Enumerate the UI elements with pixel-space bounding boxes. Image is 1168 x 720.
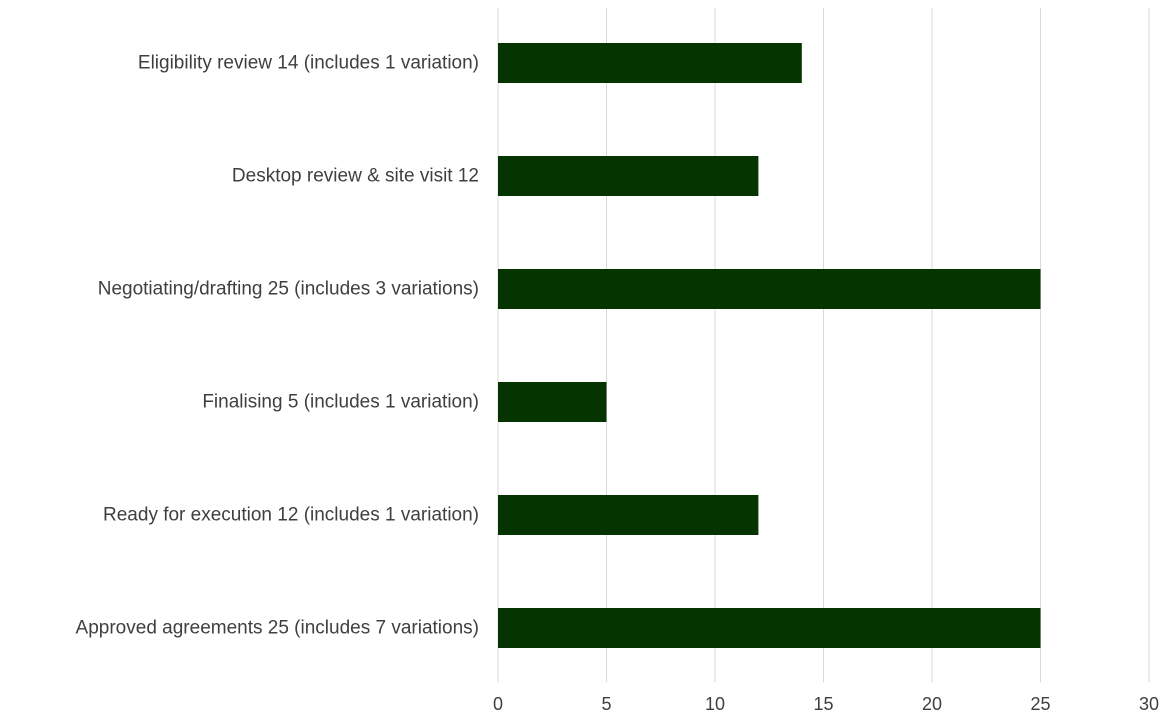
category-label: Ready for execution 12 (includes 1 varia… [103, 505, 479, 526]
category-label: Eligibility review 14 (includes 1 variat… [138, 53, 479, 74]
x-tick-label: 5 [601, 694, 611, 714]
x-tick-label: 0 [493, 694, 503, 714]
category-label: Approved agreements 25 (includes 7 varia… [76, 618, 479, 639]
bar [498, 269, 1041, 309]
bar [498, 495, 759, 535]
bar [498, 608, 1041, 648]
x-tick-label: 15 [813, 694, 833, 714]
bars [498, 43, 1041, 648]
x-tick-label: 25 [1030, 694, 1050, 714]
category-label: Finalising 5 (includes 1 variation) [202, 392, 479, 413]
bar [498, 382, 607, 422]
x-tick-label: 10 [705, 694, 725, 714]
bar [498, 156, 759, 196]
x-tick-label: 30 [1139, 694, 1159, 714]
x-axis-tick-labels: 0 5 10 15 20 25 30 [493, 694, 1159, 714]
bar [498, 43, 802, 83]
category-label: Desktop review & site visit 12 [232, 166, 479, 187]
x-tick-label: 20 [922, 694, 942, 714]
category-labels: Eligibility review 14 (includes 1 variat… [76, 53, 479, 639]
gridlines [497, 8, 1150, 682]
category-label: Negotiating/drafting 25 (includes 3 vari… [98, 279, 479, 300]
